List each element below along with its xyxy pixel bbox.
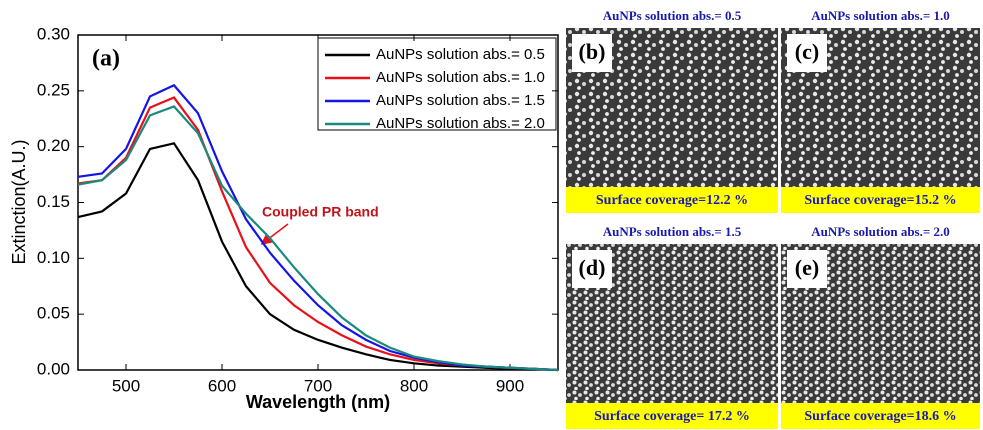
caption-strip xyxy=(781,403,980,429)
panel-title: AuNPs solution abs.= 1.0 xyxy=(811,8,950,23)
caption: Surface coverage= 17.2 % xyxy=(594,409,750,424)
x-axis-label: Wavelength (nm) xyxy=(246,392,390,412)
y-tick-label: 0.25 xyxy=(37,80,70,99)
panel-title: AuNPs solution abs.= 1.5 xyxy=(603,224,742,239)
panel-label: (e) xyxy=(795,255,819,280)
series-line xyxy=(77,105,559,372)
caption-strip xyxy=(566,187,778,213)
panel-label-box xyxy=(572,250,612,288)
y-tick-label: 0.10 xyxy=(37,248,70,267)
y-axis-label: Extinction(A.U.) xyxy=(9,139,29,264)
annotation-arrow xyxy=(260,223,289,245)
panel-title: AuNPs solution abs.= 2.0 xyxy=(811,224,950,239)
caption: Surface coverage=15.2 % xyxy=(804,193,956,208)
caption: Surface coverage=18.6 % xyxy=(804,409,956,424)
caption-strip xyxy=(781,187,980,213)
panel-label: (b) xyxy=(579,39,606,64)
y-tick-label: 0.00 xyxy=(37,359,70,378)
annotation: Coupled PR band xyxy=(262,204,379,220)
series-line xyxy=(77,96,559,372)
panel-label: (a) xyxy=(92,46,120,72)
series-line xyxy=(77,142,559,372)
sem-panels: AuNPs solution abs.= 0.5 (b) Surface cover… xyxy=(566,8,980,429)
x-tick-label: 800 xyxy=(400,376,428,395)
legend-label: AuNPs solution abs.= 1.5 xyxy=(376,92,545,109)
y-tick-label: 0.20 xyxy=(37,136,70,155)
caption: Surface coverage=12.2 % xyxy=(596,193,748,208)
panel-title: AuNPs solution abs.= 0.5 xyxy=(603,8,742,23)
panel-label: (d) xyxy=(579,255,606,280)
legend-label: AuNPs solution abs.= 0.5 xyxy=(376,46,545,63)
y-tick-label: 0.15 xyxy=(37,192,70,211)
x-tick-label: 600 xyxy=(208,376,236,395)
plot: 0.00 0.05 0.10 0.15 0.20 0.25 0.30 500 600 700 800… xyxy=(37,24,559,395)
panel-label-box xyxy=(787,34,827,72)
x-tick-label: 700 xyxy=(304,376,332,395)
legend-label: AuNPs solution abs.= 1.0 xyxy=(376,69,545,86)
y-tick-label: 0.05 xyxy=(37,304,70,323)
panel-label-box xyxy=(572,34,612,72)
legend xyxy=(317,37,557,131)
caption-strip xyxy=(566,403,778,429)
y-tick-label: 0.30 xyxy=(37,24,70,43)
panel-label: (c) xyxy=(795,39,819,64)
x-tick-label: 500 xyxy=(112,376,140,395)
x-tick-label: 900 xyxy=(496,376,524,395)
legend-label: AuNPs solution abs.= 2.0 xyxy=(376,115,545,132)
panel-label-box xyxy=(787,250,827,288)
